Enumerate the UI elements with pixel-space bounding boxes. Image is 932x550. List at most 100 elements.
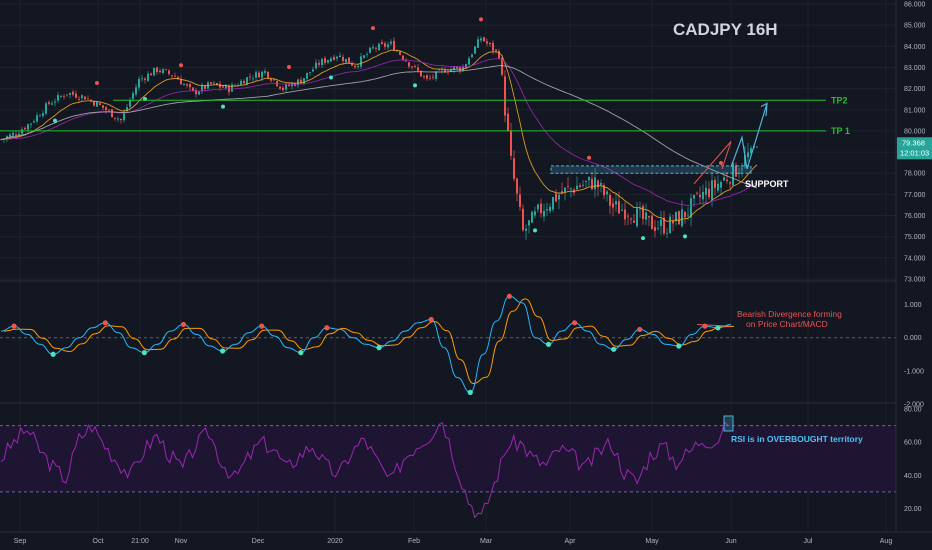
candle-body	[174, 75, 176, 77]
candle-body	[102, 105, 104, 108]
candle-body	[495, 49, 497, 51]
macd-peak-dot	[324, 325, 330, 331]
candle-body	[426, 75, 428, 79]
macd-tick-label: -2.000	[904, 402, 924, 409]
candle-body	[267, 71, 269, 79]
candle-body	[582, 184, 584, 186]
candle-body	[750, 148, 752, 153]
candle-body	[642, 205, 644, 220]
candle-body	[444, 70, 446, 73]
candle-body	[291, 83, 293, 87]
price-tick-label: 86.000	[904, 2, 926, 9]
signal-dot	[287, 65, 291, 70]
candle-body	[366, 54, 368, 55]
price-tick-label: 76.000	[904, 213, 926, 220]
candle-body	[402, 55, 404, 60]
candle-body	[555, 193, 557, 202]
candle-body	[516, 178, 518, 194]
price-tick-label: 73.000	[904, 277, 926, 284]
candle-body	[162, 69, 164, 74]
candle-body	[456, 66, 458, 69]
candle-body	[147, 73, 149, 81]
candle-body	[741, 168, 743, 170]
candle-body	[648, 216, 650, 218]
price-tick-label: 74.000	[904, 255, 926, 262]
candle-body	[96, 101, 98, 107]
projection-arrow	[693, 102, 768, 185]
candle-body	[324, 58, 326, 63]
candle-body	[552, 197, 554, 210]
candle-body	[480, 38, 482, 41]
candle-body	[144, 78, 146, 80]
candle-body	[93, 101, 95, 106]
candle-body	[189, 84, 191, 88]
candle-body	[471, 54, 473, 58]
candle-body	[135, 87, 137, 95]
time-tick-label: Nov	[175, 538, 188, 545]
signal-dot	[179, 63, 183, 68]
candle-body	[687, 214, 689, 216]
macd-cross-dots	[11, 293, 721, 395]
candle-body	[216, 83, 218, 85]
candle-body	[657, 227, 659, 229]
candle-body	[99, 103, 101, 105]
macd-signal-line	[3, 298, 735, 385]
candle-body	[693, 194, 695, 199]
signal-dot	[683, 234, 687, 239]
price-tick-label: 84.000	[904, 44, 926, 51]
candle-body	[438, 69, 440, 71]
candle-body	[255, 72, 257, 78]
candle-body	[468, 58, 470, 65]
candle-body	[24, 127, 26, 130]
candle-body	[450, 69, 452, 72]
moving-averages	[0, 49, 758, 222]
candle-body	[351, 63, 353, 66]
candle-body	[528, 220, 530, 226]
candle-body	[210, 82, 212, 84]
candle-body	[222, 86, 224, 88]
candle-body	[69, 92, 71, 95]
candle-body	[84, 96, 86, 100]
candle-body	[342, 56, 344, 62]
candle-body	[651, 215, 653, 230]
candle-body	[630, 218, 632, 220]
candle-body	[6, 136, 8, 139]
candle-body	[615, 201, 617, 205]
candle-body	[243, 80, 245, 84]
candle-body	[576, 185, 578, 190]
macd-trough-dot	[50, 351, 56, 357]
macd-note-line1: Bearish Divergence forming	[737, 309, 842, 319]
candle-body	[120, 118, 122, 121]
candle-body	[63, 96, 65, 98]
time-axis: Sep Oct 21:00 Nov Dec 2020 Feb Mar Apr May Jun Jul A…	[14, 538, 893, 545]
candle-body	[9, 134, 11, 138]
candle-body	[756, 146, 758, 148]
price-pane[interactable]: 73.00074.00075.00076.00077.00078.00079.0…	[0, 2, 932, 284]
rsi-line	[0, 421, 729, 519]
candle-body	[678, 211, 680, 225]
macd-tick-label: 1.000	[904, 302, 922, 309]
candle-body	[303, 78, 305, 84]
macd-pane[interactable]: 1.000 0.000 -1.000 -2.000 Bearish Divergenc…	[0, 293, 924, 409]
candle-body	[621, 209, 623, 211]
candle-body	[489, 42, 491, 45]
candle-body	[585, 181, 587, 182]
candle-body	[633, 220, 635, 223]
candle-body	[111, 109, 113, 118]
candle-body	[660, 219, 662, 227]
time-tick-label: 21:00	[131, 538, 149, 545]
candle-body	[282, 87, 284, 91]
macd-peak-dot	[11, 323, 17, 329]
price-tick-label: 82.000	[904, 86, 926, 93]
signal-dot	[533, 228, 537, 233]
candle-body	[387, 44, 389, 48]
rsi-pane[interactable]: 80.00 60.00 40.00 20.00 RSI is in OVERBOUGH…	[0, 407, 922, 519]
rsi-tick-label: 80.00	[904, 407, 922, 414]
candle-body	[723, 177, 725, 181]
candle-body	[261, 71, 263, 78]
signal-dot	[371, 26, 375, 31]
candle-body	[597, 180, 599, 188]
signal-dot	[587, 155, 591, 160]
candle-body	[435, 71, 437, 79]
